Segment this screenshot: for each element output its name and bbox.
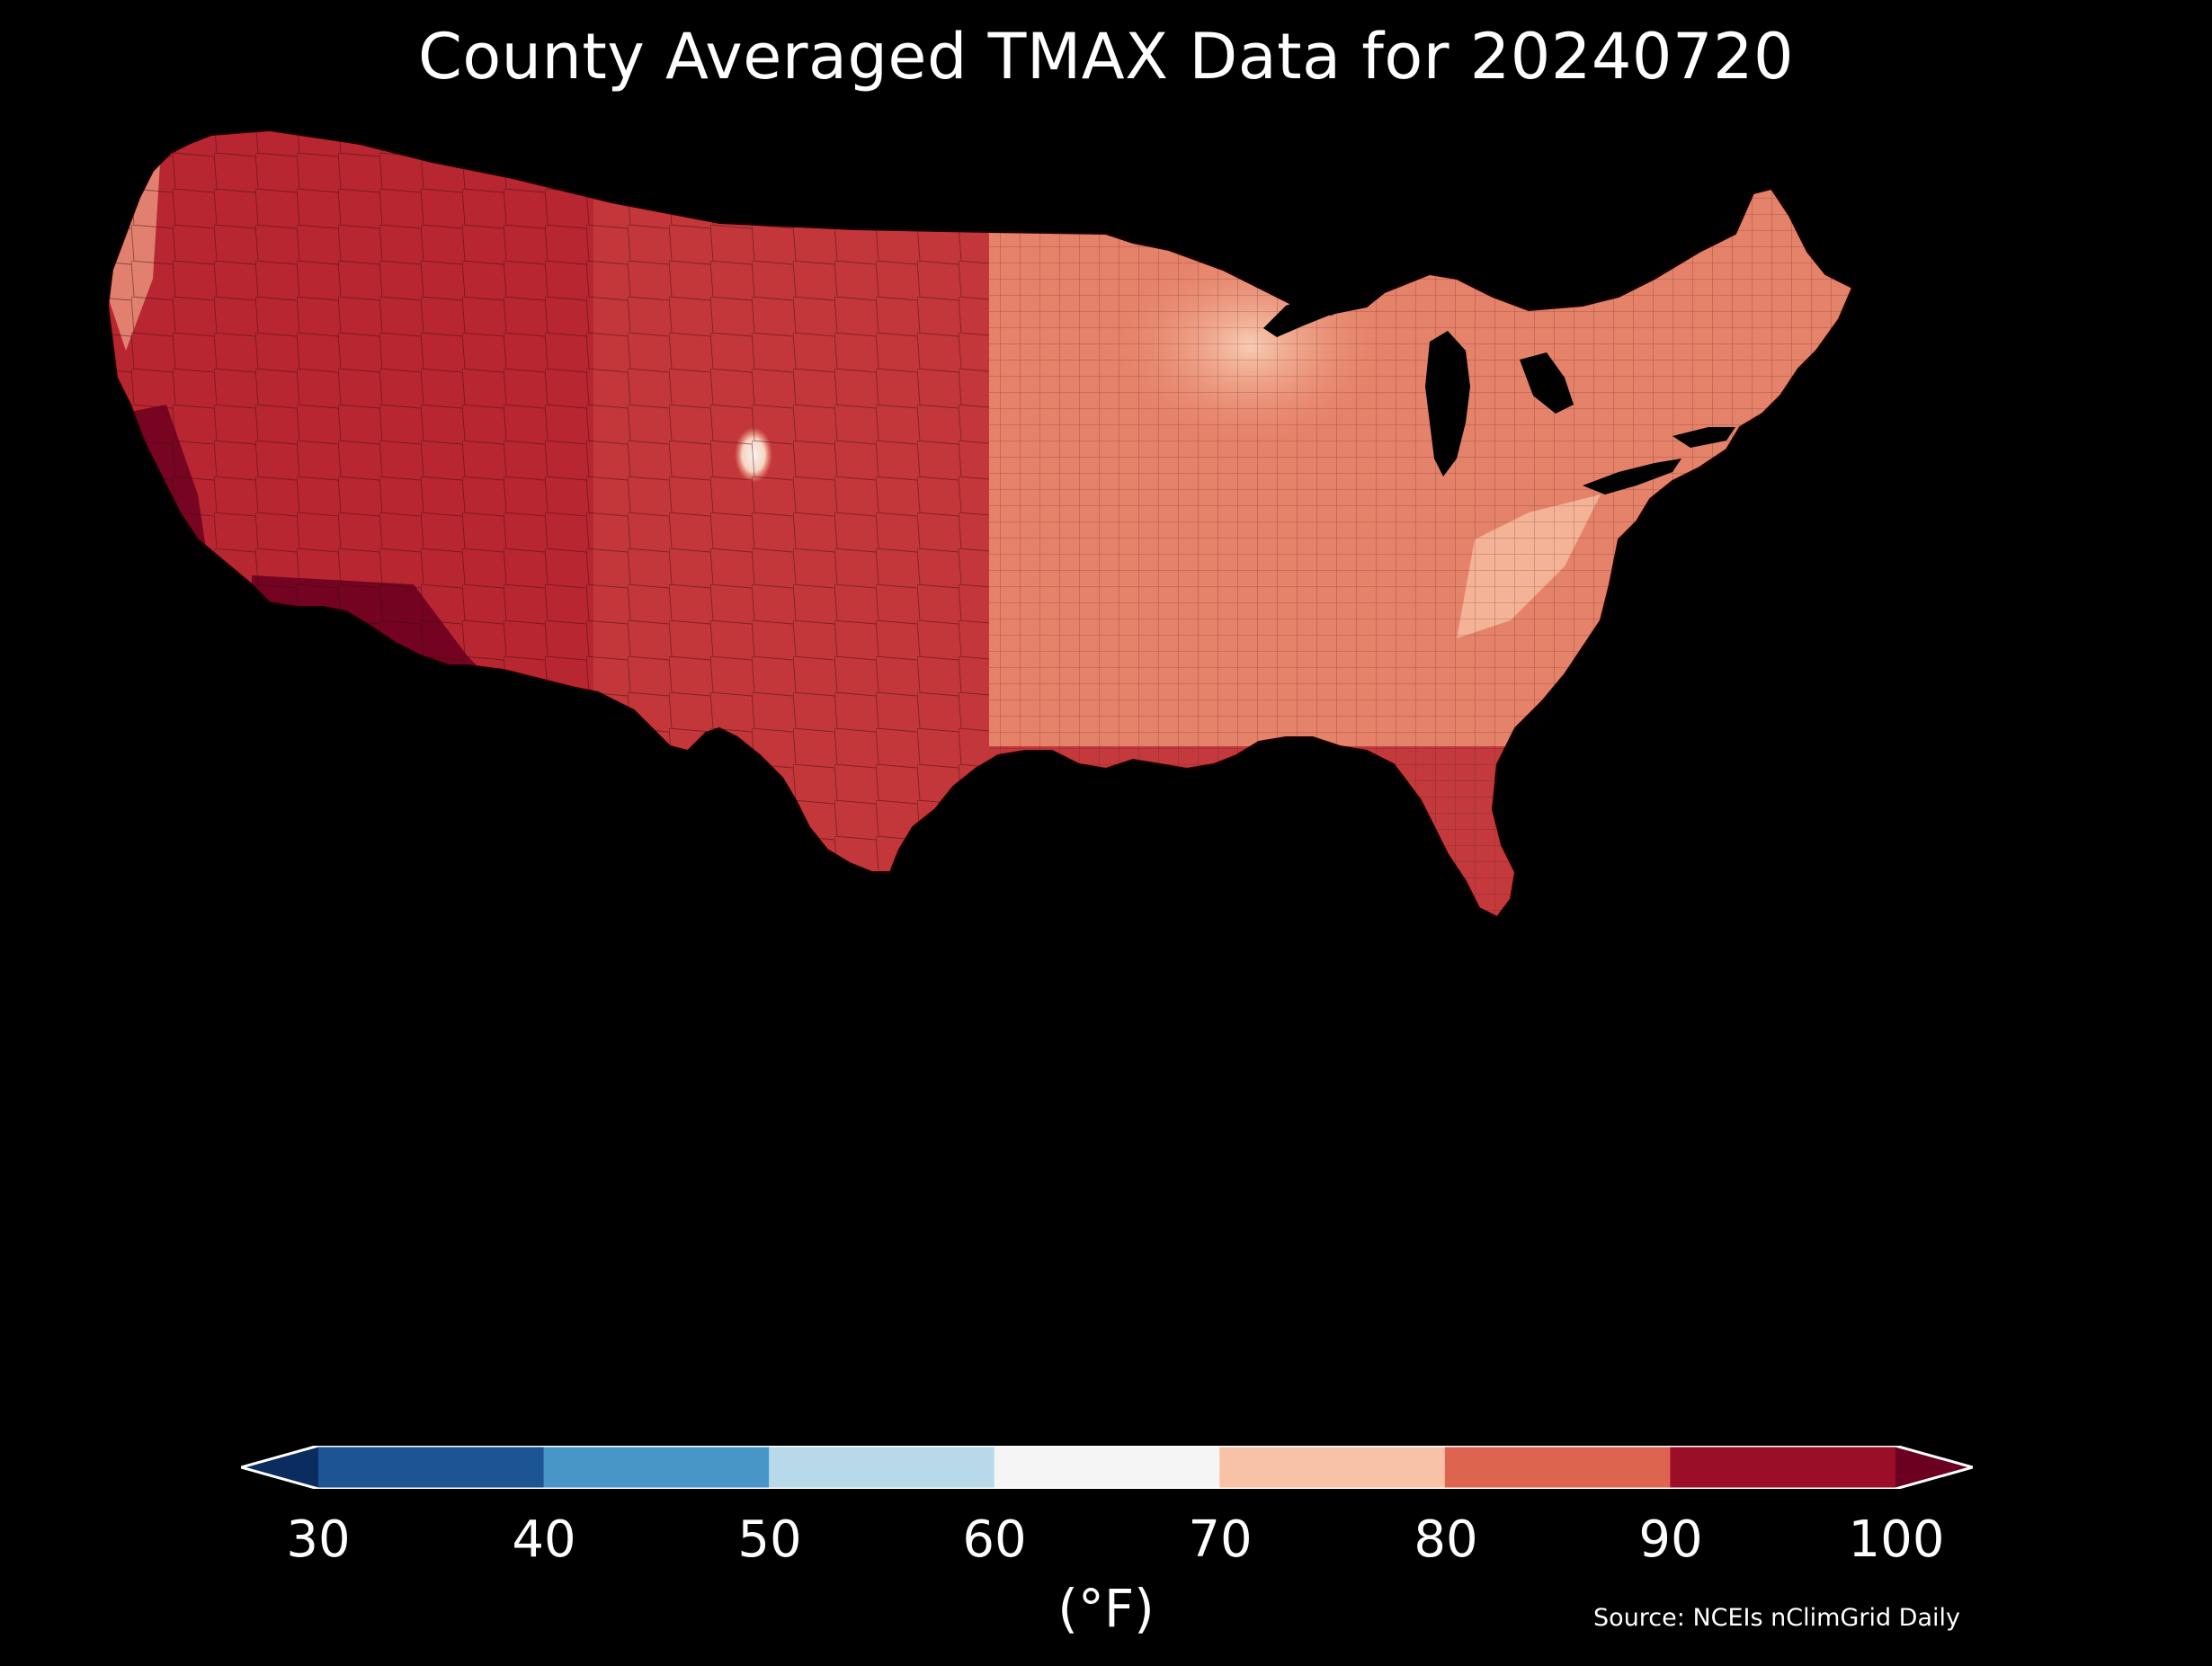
us-county-map [90, 117, 2122, 1394]
colorbar-tick-80: 80 [1414, 1510, 1478, 1569]
colorbar-tick-70: 70 [1188, 1510, 1253, 1569]
colorbar-bin-50-60 [769, 1446, 995, 1489]
colorbar-bin-80-90 [1444, 1446, 1671, 1489]
map-svg [107, 129, 1893, 918]
colorbar-tick-50: 50 [737, 1510, 802, 1569]
colorbar-tick-60: 60 [962, 1510, 1027, 1569]
chesapeake-bay [1875, 553, 1893, 647]
colorbar-tick-100: 100 [1848, 1510, 1945, 1569]
colorbar-unit-label: (°F) [1057, 1578, 1155, 1639]
colorbar-bin-30-40 [318, 1446, 545, 1489]
map-fill-layers [108, 130, 1852, 917]
colorbar-bin-70-80 [1219, 1446, 1446, 1489]
map-title: County Averaged TMAX Data for 20240720 [417, 20, 1795, 94]
colorbar-over-arrow [1895, 1446, 1973, 1489]
great-lakes [1263, 286, 1735, 494]
colorbar-bin-40-50 [543, 1446, 770, 1489]
source-credit: Source: NCEIs nClimGrid Daily [1593, 1604, 1960, 1632]
colorbar [241, 1446, 1973, 1489]
colorbar-bins [318, 1446, 1896, 1489]
colorbar-under-arrow [241, 1446, 318, 1489]
colorbar-bin-60-70 [994, 1446, 1220, 1489]
colorbar-tick-40: 40 [512, 1510, 576, 1569]
colorbar-bin-90-100 [1670, 1446, 1896, 1489]
colorbar-tick-30: 30 [286, 1510, 351, 1569]
colorbar-tick-90: 90 [1638, 1510, 1703, 1569]
